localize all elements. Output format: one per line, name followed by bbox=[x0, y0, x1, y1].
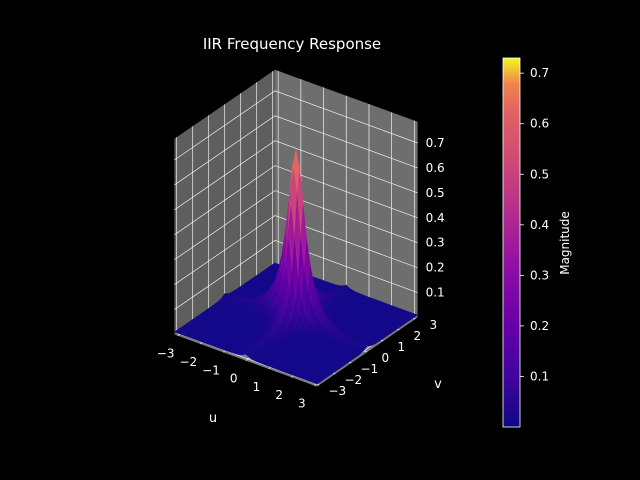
colorbar-ticks: 0.1 0.2 0.3 0.4 0.5 0.6 0.7 bbox=[520, 66, 549, 383]
grid-line bbox=[174, 240, 418, 310]
y-tick-label: −3 bbox=[328, 384, 346, 398]
z-tick-label: 0.4 bbox=[426, 211, 445, 225]
colorbar: 0.1 0.2 0.3 0.4 0.5 0.6 0.7 Magnitude bbox=[502, 57, 572, 428]
colorbar-tick-label: 0.7 bbox=[530, 66, 549, 80]
colorbar-tick-label: 0.1 bbox=[530, 369, 549, 383]
x-tick-label: 0 bbox=[230, 372, 238, 386]
x-axis-label: u bbox=[209, 411, 217, 426]
y-tick-label: −1 bbox=[360, 362, 378, 376]
y-tick-label: 0 bbox=[381, 351, 389, 365]
colorbar-gradient bbox=[502, 57, 521, 428]
colorbar-label: Magnitude bbox=[558, 211, 572, 275]
colorbar-tick-label: 0.5 bbox=[530, 167, 549, 181]
colorbar-tick-label: 0.4 bbox=[530, 218, 549, 232]
z-tick-label: 0.1 bbox=[426, 286, 445, 300]
y-tick-label: 3 bbox=[429, 318, 437, 332]
colorbar-tick-label: 0.6 bbox=[530, 117, 549, 131]
grid-line bbox=[174, 115, 418, 186]
grid-line bbox=[174, 215, 418, 285]
y-tick-label: 2 bbox=[413, 329, 421, 343]
grid-line bbox=[174, 140, 418, 211]
grid-line bbox=[174, 165, 418, 236]
y-axis-label: v bbox=[434, 377, 442, 392]
colorbar-tick-label: 0.3 bbox=[530, 268, 549, 282]
x-tick-label: −3 bbox=[157, 347, 175, 361]
y-tick-label: −2 bbox=[344, 373, 362, 387]
x-tick-label: 1 bbox=[253, 380, 261, 394]
colorbar-tick-label: 0.2 bbox=[530, 319, 549, 333]
chart-title: IIR Frequency Response bbox=[203, 35, 381, 53]
z-tick-label: 0.7 bbox=[426, 136, 445, 150]
z-tick-label: 0.2 bbox=[426, 261, 445, 275]
axis-ticks: −3−2−10123−3−2−101230.10.20.30.40.50.60.… bbox=[157, 136, 445, 410]
z-tick-label: 0.6 bbox=[426, 161, 445, 175]
z-tick-label: 0.5 bbox=[426, 186, 445, 200]
surface-plot bbox=[173, 150, 419, 385]
surface-facet bbox=[313, 380, 321, 385]
z-tick-label: 0.3 bbox=[426, 236, 445, 250]
x-tick-label: 2 bbox=[275, 388, 283, 402]
grid-line bbox=[174, 190, 418, 260]
y-tick-label: 1 bbox=[397, 340, 405, 354]
x-tick-label: −2 bbox=[179, 355, 197, 369]
x-tick-label: −1 bbox=[202, 363, 220, 377]
x-tick-label: 3 bbox=[298, 396, 306, 410]
grid-line bbox=[174, 90, 418, 161]
